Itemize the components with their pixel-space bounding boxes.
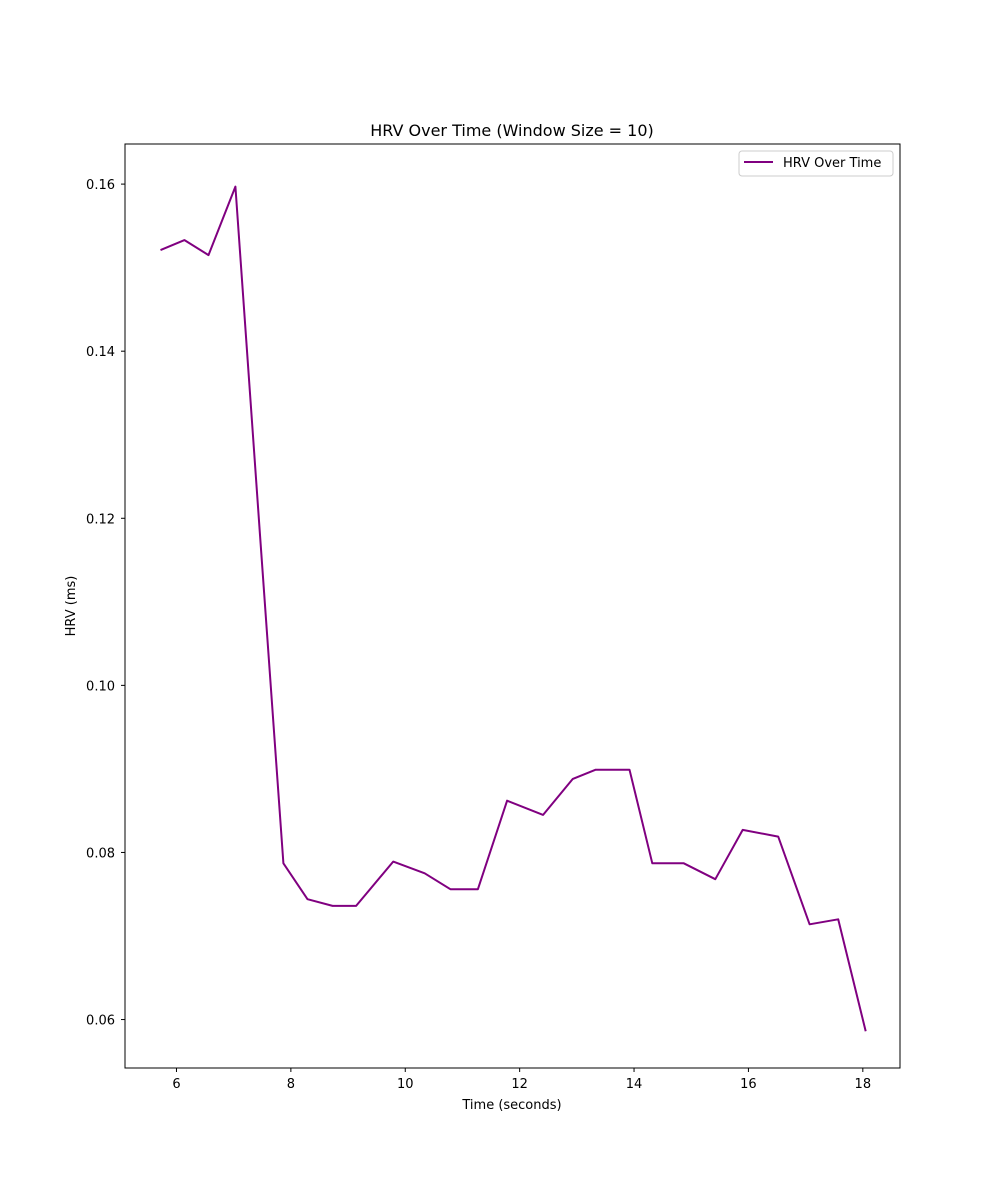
y-axis: 0.06 0.08 0.10 0.12 0.14 0.16 <box>86 178 125 1029</box>
x-tick-label: 10 <box>397 1077 414 1092</box>
chart-title: HRV Over Time (Window Size = 10) <box>370 121 654 140</box>
hrv-series-line <box>160 185 867 1032</box>
x-tick-label: 12 <box>511 1077 528 1092</box>
y-tick-label: 0.16 <box>86 178 115 193</box>
x-axis: 6 8 10 12 14 16 18 <box>172 1068 871 1092</box>
legend: HRV Over Time <box>738 150 894 177</box>
x-tick-label: 6 <box>172 1077 180 1092</box>
y-tick-label: 0.06 <box>86 1014 115 1029</box>
y-tick-label: 0.08 <box>86 846 115 861</box>
y-tick-label: 0.10 <box>86 679 115 694</box>
x-tick-label: 16 <box>740 1077 757 1092</box>
x-tick-label: 18 <box>855 1077 872 1092</box>
legend-label: HRV Over Time <box>783 156 881 171</box>
legend-box <box>738 150 894 177</box>
x-tick-label: 14 <box>626 1077 643 1092</box>
y-tick-label: 0.14 <box>86 345 115 360</box>
axes-frame <box>124 143 901 1069</box>
y-tick-label: 0.12 <box>86 512 115 527</box>
x-tick-label: 8 <box>287 1077 295 1092</box>
x-axis-label: Time (seconds) <box>461 1098 561 1113</box>
plot-area <box>160 185 867 1032</box>
y-axis-label: HRV (ms) <box>64 576 79 637</box>
